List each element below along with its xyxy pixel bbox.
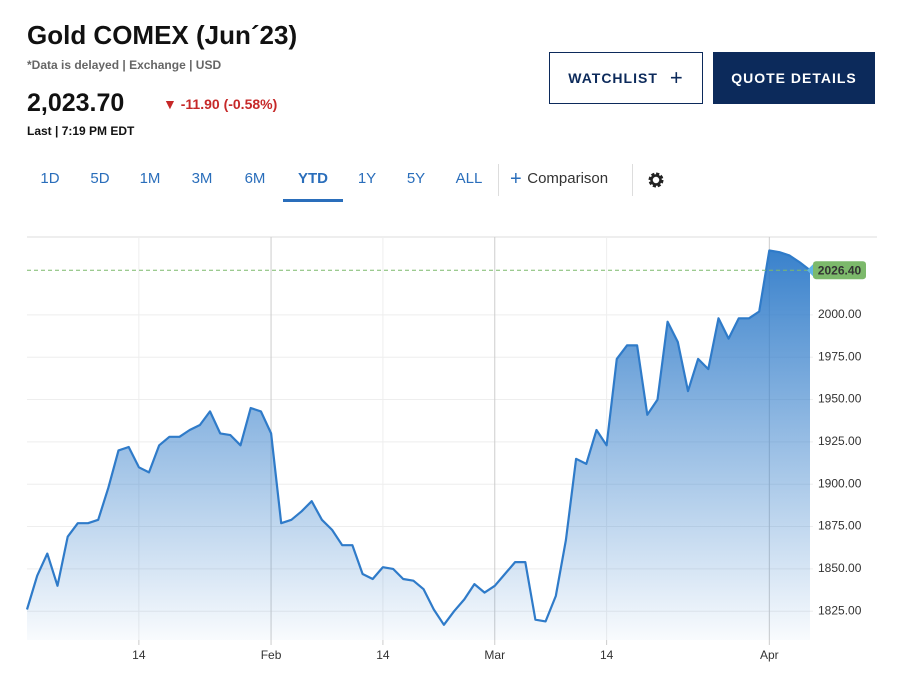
tab[interactable]: YTD [298, 170, 328, 187]
last-price-label: 2026.40 [818, 263, 862, 277]
y-tick-label: 2000.00 [818, 307, 862, 321]
comparison-button[interactable]: + Comparison [510, 168, 608, 191]
button-label: QUOTE DETAILS [731, 70, 857, 86]
last-price-marker [807, 264, 813, 277]
x-tick-label: Mar [484, 648, 505, 662]
x-tick-label: 14 [600, 648, 614, 662]
tab[interactable]: 1M [139, 170, 161, 187]
y-tick-label: 1975.00 [818, 349, 862, 363]
x-tick-label: 14 [132, 648, 146, 662]
tab[interactable]: 6M [244, 170, 266, 187]
line [25, 249, 811, 626]
down-arrow: ▼ [163, 96, 181, 112]
button-label: WATCHLIST [568, 70, 658, 86]
separator [632, 164, 633, 196]
y-tick-label: 1825.00 [818, 603, 862, 617]
tab[interactable]: 5Y [406, 170, 426, 187]
y-tick-label: 1950.00 [818, 392, 862, 406]
settings-icon[interactable] [646, 170, 666, 190]
tab[interactable]: 3M [191, 170, 213, 187]
tab[interactable]: 1D [40, 170, 60, 187]
tab-underline [283, 199, 343, 202]
separator [498, 164, 499, 196]
tab[interactable]: ALL [455, 170, 483, 187]
price: 2,023.70 [27, 89, 125, 117]
x-tick-label: 14 [376, 648, 390, 662]
plus-icon: + [510, 168, 528, 190]
last-time: Last | 7:19 PM EDT [27, 124, 135, 138]
title: Gold COMEX (Jun´23) [27, 20, 298, 50]
y-tick-label: 1925.00 [818, 434, 862, 448]
tab[interactable]: 1Y [357, 170, 377, 187]
change: ▼ -11.90 (-0.58%) [163, 96, 277, 112]
y-tick-label: 1900.00 [818, 476, 862, 490]
y-tick-label: 1875.00 [818, 519, 862, 533]
change-text: -11.90 (-0.58%) [180, 96, 278, 112]
tab[interactable]: 5D [90, 170, 110, 187]
area [27, 250, 810, 640]
quote-details-button[interactable]: QUOTE DETAILS [713, 52, 875, 104]
x-tick-label: Apr [760, 648, 779, 662]
watchlist-button[interactable]: WATCHLIST + [549, 52, 703, 104]
last-price-pill [813, 261, 866, 280]
y-tick-label: 1850.00 [818, 561, 862, 575]
plus-icon: + [669, 65, 684, 90]
x-tick-label: Feb [261, 648, 282, 662]
subtitle: *Data is delayed | Exchange | USD [27, 58, 222, 72]
comparison-label: Comparison [527, 170, 609, 187]
